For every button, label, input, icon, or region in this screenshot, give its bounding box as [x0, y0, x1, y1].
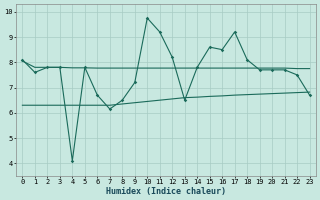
X-axis label: Humidex (Indice chaleur): Humidex (Indice chaleur)	[106, 187, 226, 196]
